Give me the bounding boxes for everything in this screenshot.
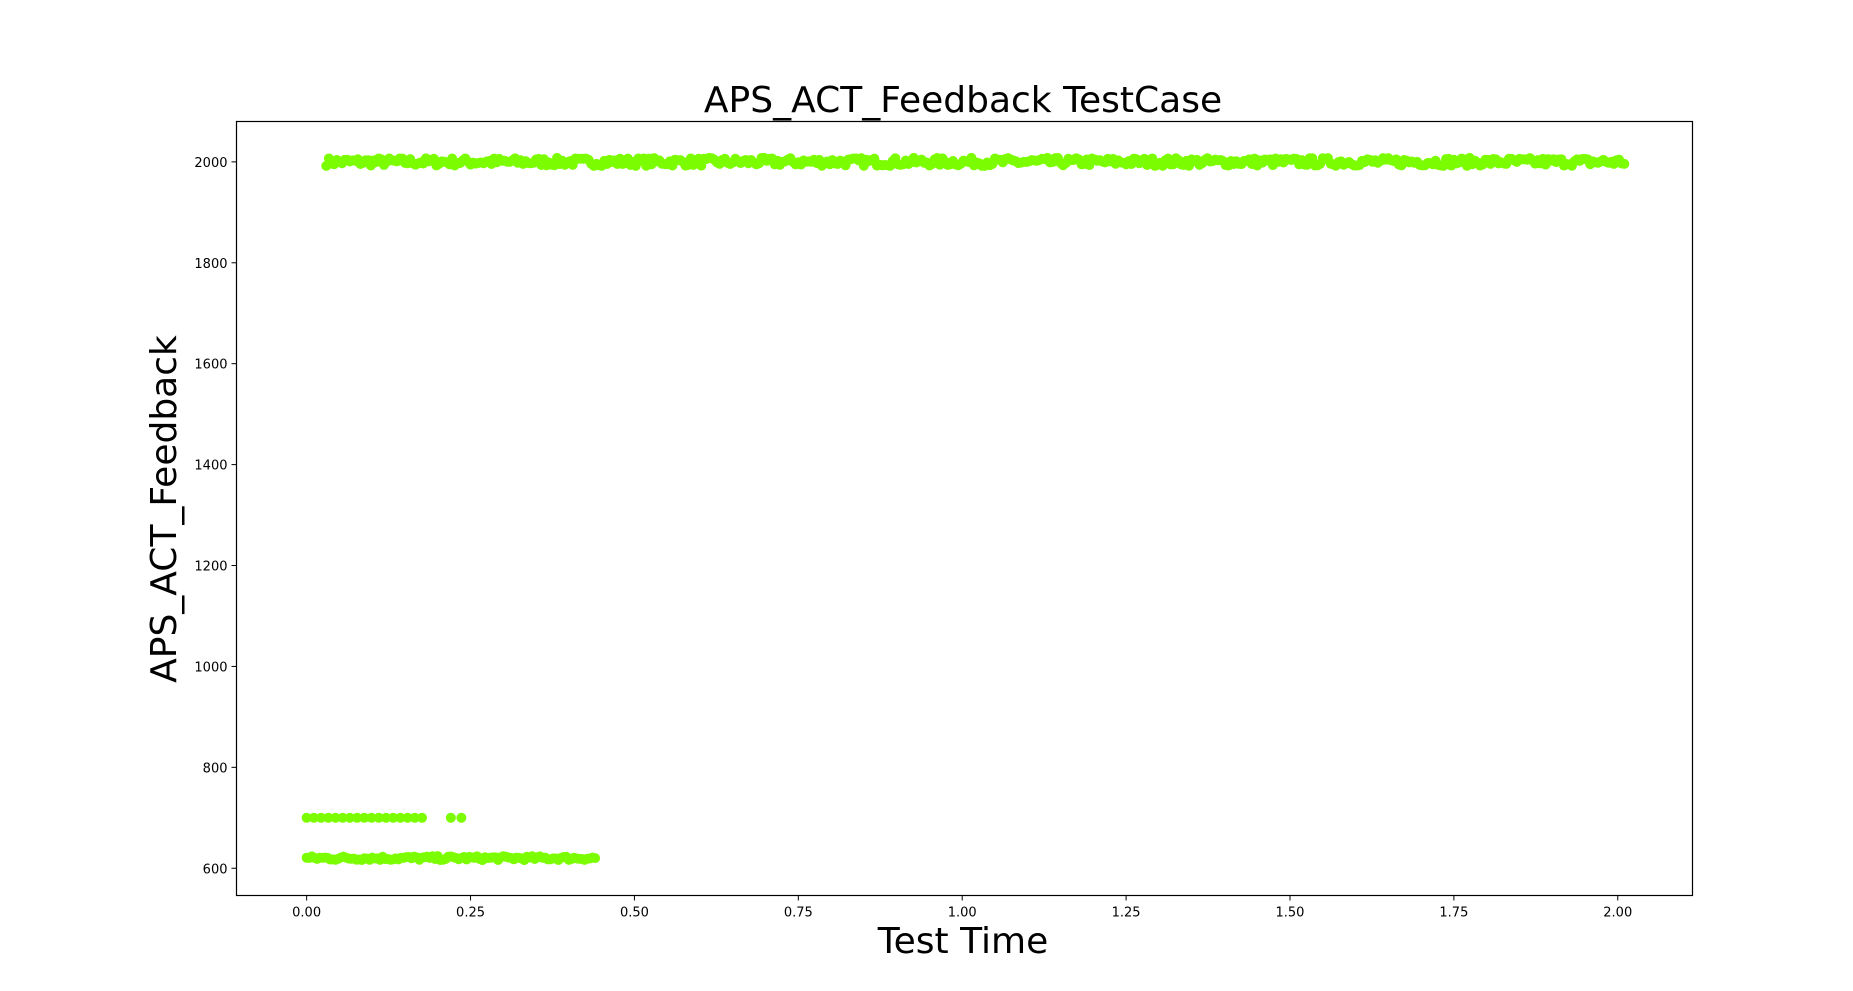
data-point	[1619, 158, 1630, 169]
x-tick-label: 0.25	[456, 906, 485, 921]
chart-title: APS_ACT_Feedback TestCase	[704, 80, 1222, 121]
data-point	[417, 812, 428, 823]
y-tick-label: 1400	[194, 459, 227, 474]
data-point	[388, 812, 399, 823]
y-tick-label: 600	[203, 862, 228, 877]
x-tick-label: 2.00	[1603, 906, 1632, 921]
data-point	[395, 812, 406, 823]
data-point	[344, 812, 355, 823]
x-tick-label: 1.50	[1276, 906, 1305, 921]
data-point	[366, 812, 377, 823]
y-tick-label: 1000	[194, 660, 227, 675]
data-points	[301, 152, 1630, 866]
data-point	[301, 812, 312, 823]
y-axis-ticks: 600 800 1000 1200 1400 1600 1800 2000	[194, 156, 237, 877]
x-tick-label: 0.50	[620, 906, 649, 921]
data-point	[337, 812, 348, 823]
data-point	[409, 812, 420, 823]
data-point	[316, 812, 327, 823]
data-point	[352, 812, 363, 823]
data-point	[402, 812, 413, 823]
y-tick-label: 800	[203, 761, 228, 776]
x-tick-label: 1.75	[1439, 906, 1468, 921]
data-point	[308, 812, 319, 823]
x-tick-label: 0.75	[784, 906, 813, 921]
y-tick-label: 2000	[194, 156, 227, 171]
data-point	[330, 812, 341, 823]
data-point	[359, 812, 370, 823]
x-tick-label: 1.25	[1112, 906, 1141, 921]
data-point	[456, 812, 467, 823]
x-tick-label: 1.00	[948, 906, 977, 921]
data-point	[373, 812, 384, 823]
x-tick-label: 0.00	[292, 906, 321, 921]
data-point	[445, 812, 456, 823]
data-point	[380, 812, 391, 823]
x-axis-label: Test Time	[877, 921, 1048, 962]
data-point	[323, 812, 334, 823]
data-point	[590, 853, 601, 864]
y-tick-label: 1200	[194, 560, 227, 575]
y-tick-label: 1600	[194, 358, 227, 373]
x-axis-ticks: 0.00 0.25 0.50 0.75 1.00 1.25 1.50 1.75 2.00	[292, 895, 1632, 921]
plot-area-frame	[235, 120, 1694, 897]
y-tick-label: 1800	[194, 257, 227, 272]
y-axis-label: APS_ACT_Feedback	[144, 335, 185, 683]
